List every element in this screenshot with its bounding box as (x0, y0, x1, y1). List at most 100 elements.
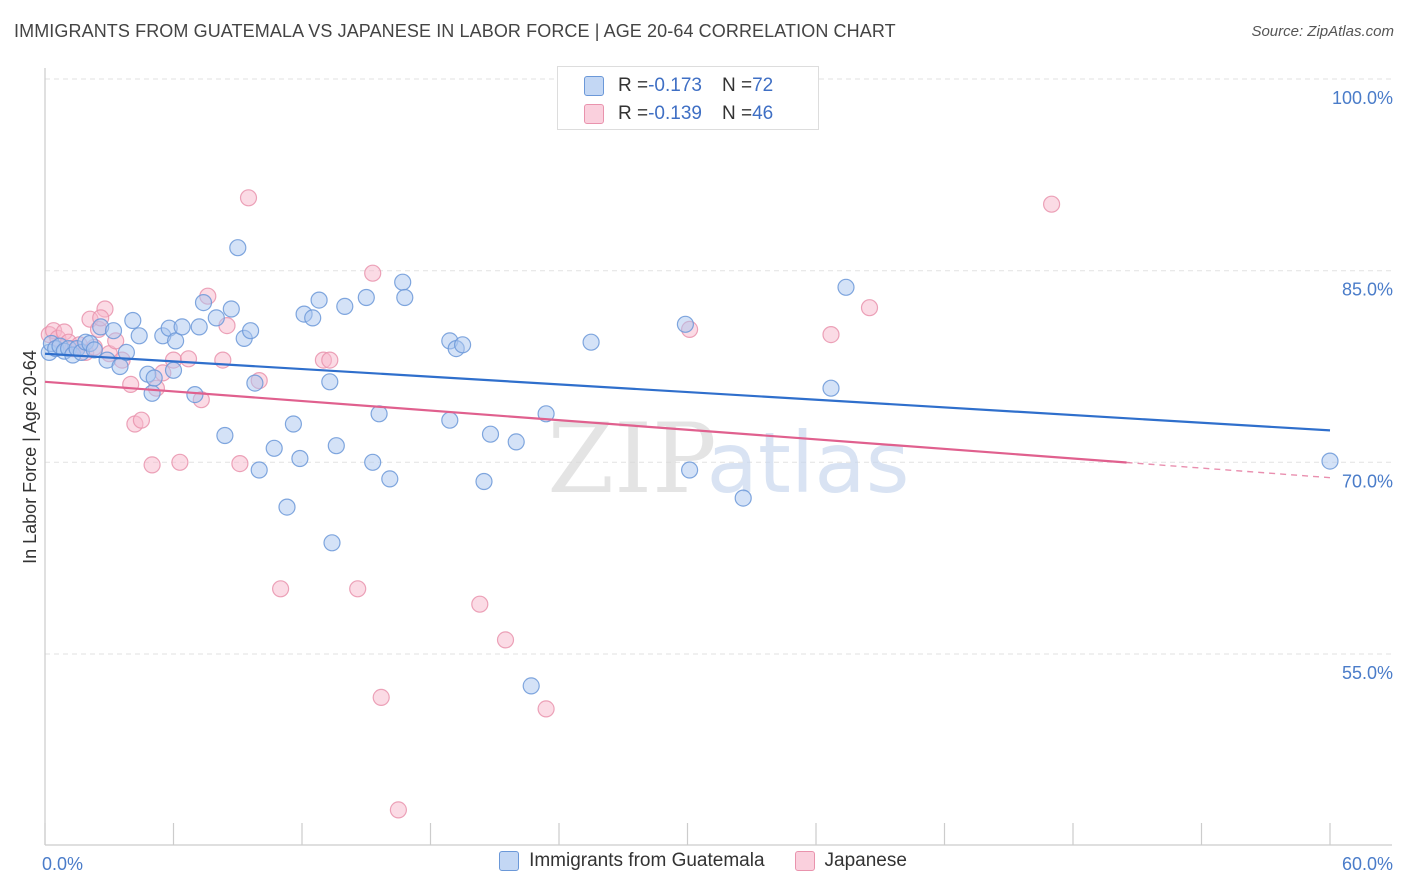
point-guatemala (822, 379, 840, 397)
legend-swatch-japanese (584, 104, 604, 124)
legend-label-guatemala: Immigrants from Guatemala (529, 850, 765, 871)
point-guatemala (323, 534, 341, 552)
watermark-zip: ZIP (547, 403, 716, 515)
data-points (40, 71, 1339, 819)
point-guatemala (117, 343, 136, 361)
point-japanese (389, 801, 407, 819)
point-guatemala (284, 415, 302, 433)
point-guatemala (475, 472, 493, 491)
source-label: Source: ZipAtlas.com (1251, 23, 1394, 40)
point-guatemala (734, 489, 752, 507)
y-axis-label: In Labor Force | Age 20-64 (20, 350, 40, 564)
n-label: N = (721, 75, 753, 96)
point-guatemala (304, 309, 322, 327)
r-value: -0.139 (648, 103, 702, 124)
point-guatemala (173, 318, 191, 336)
point-guatemala (143, 384, 161, 402)
point-guatemala (310, 291, 328, 309)
point-japanese (132, 411, 150, 429)
point-guatemala (507, 433, 525, 451)
point-guatemala (229, 239, 247, 257)
point-japanese (860, 299, 879, 317)
point-guatemala (481, 425, 500, 443)
legend-swatch-guatemala (499, 851, 520, 871)
legend-item-guatemala[interactable]: Immigrants from Guatemala (499, 850, 765, 872)
point-guatemala (222, 300, 240, 318)
point-guatemala (394, 273, 412, 291)
point-guatemala (396, 288, 414, 307)
y-tick-label: 55.0% (1342, 663, 1393, 683)
point-guatemala (145, 369, 163, 387)
correlation-stats-box: R = -0.173 N = 72 R = -0.139 N = 46 (557, 66, 819, 130)
point-guatemala (676, 315, 695, 333)
point-japanese (471, 595, 489, 613)
point-guatemala (537, 405, 555, 423)
point-japanese (272, 580, 290, 598)
point-guatemala (130, 327, 148, 345)
point-guatemala (364, 453, 382, 471)
r-label: R = (618, 103, 649, 124)
point-guatemala (278, 498, 296, 516)
chart-title: IMMIGRANTS FROM GUATEMALA VS JAPANESE IN… (14, 21, 896, 41)
x-tick-label: 0.0% (42, 854, 83, 874)
trend-line-japanese (44, 380, 1127, 464)
point-guatemala (265, 439, 283, 457)
point-guatemala (321, 373, 339, 391)
point-guatemala (837, 278, 855, 296)
legend-label-japanese: Japanese (824, 850, 907, 871)
point-guatemala (246, 374, 264, 392)
chart-legend: Immigrants from Guatemala Japanese (0, 850, 1406, 872)
point-japanese (239, 189, 258, 207)
point-guatemala (216, 426, 234, 445)
point-japanese (143, 456, 161, 474)
trend-line-japanese-extension (1126, 461, 1331, 479)
point-japanese (231, 455, 249, 473)
point-guatemala (186, 386, 204, 404)
point-japanese (122, 375, 140, 393)
n-label: N = (721, 103, 753, 124)
point-guatemala (441, 411, 459, 429)
point-guatemala (680, 461, 699, 479)
point-guatemala (85, 341, 103, 359)
r-label: R = (618, 75, 649, 96)
n-value: 72 (752, 75, 774, 96)
point-guatemala (104, 322, 123, 340)
trend-line-guatemala (44, 352, 1331, 432)
axes (44, 68, 1392, 846)
point-guatemala (242, 322, 260, 340)
legend-swatch-guatemala (584, 76, 604, 96)
point-japanese (496, 631, 515, 649)
point-guatemala (1321, 452, 1339, 470)
point-japanese (349, 580, 367, 598)
point-guatemala (327, 437, 345, 455)
point-guatemala (167, 332, 185, 350)
point-guatemala (291, 449, 309, 468)
point-japanese (364, 264, 382, 282)
point-japanese (537, 700, 555, 718)
point-guatemala (357, 288, 375, 307)
watermark: ZIP atlas (547, 403, 909, 515)
point-guatemala (207, 309, 225, 327)
legend-item-japanese[interactable]: Japanese (794, 850, 907, 872)
point-japanese (321, 351, 339, 369)
point-guatemala (164, 361, 183, 379)
y-tick-label: 70.0% (1342, 471, 1393, 491)
point-guatemala (336, 297, 354, 315)
n-value: 46 (752, 103, 774, 124)
point-japanese (822, 326, 840, 344)
r-value: -0.173 (648, 75, 702, 96)
y-tick-label: 100.0% (1332, 88, 1393, 108)
point-guatemala (124, 311, 142, 330)
point-japanese (179, 350, 198, 368)
legend-swatch-japanese (794, 851, 815, 871)
point-japanese (372, 688, 390, 707)
point-japanese (1042, 195, 1061, 213)
point-guatemala (582, 333, 600, 351)
point-guatemala (190, 318, 208, 336)
point-guatemala (250, 461, 268, 479)
point-guatemala (454, 336, 472, 354)
y-tick-label: 85.0% (1342, 280, 1393, 300)
point-guatemala (194, 294, 213, 312)
stats-row-japanese: R = -0.139 N = 46 (584, 101, 773, 127)
